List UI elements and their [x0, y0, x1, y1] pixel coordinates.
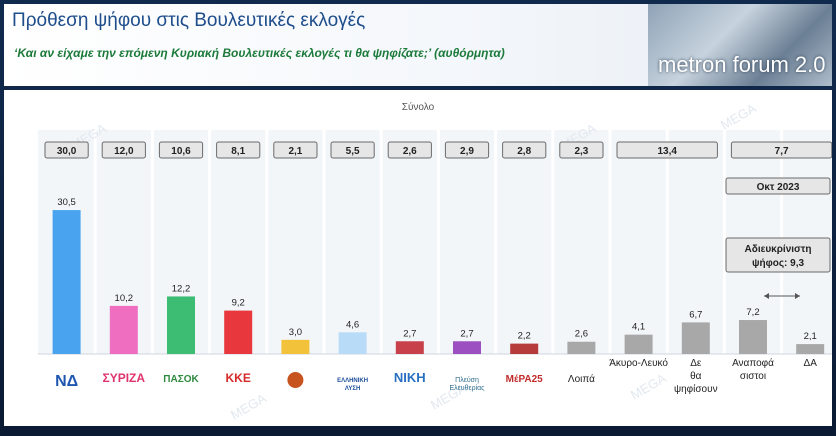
chart-title: Σύνολο — [402, 101, 435, 113]
bar — [224, 310, 253, 354]
bar — [109, 305, 138, 354]
data-label: 3,0 — [289, 327, 302, 338]
category-label: ΝΙΚΗ — [394, 370, 426, 385]
spartiates-logo — [287, 372, 304, 388]
comparison-box — [158, 141, 204, 159]
bar — [567, 341, 596, 354]
category-label: ΜέΡΑ25 — [506, 374, 544, 385]
bar — [681, 322, 710, 354]
data-label: 6,7 — [689, 309, 702, 320]
comparison-box — [101, 141, 146, 159]
bar — [395, 341, 424, 354]
comparison-box — [559, 141, 604, 159]
bar — [338, 332, 367, 354]
data-label: 2,1 — [804, 331, 817, 342]
comparison-value: 2,8 — [517, 146, 531, 157]
comparison-value: 2,6 — [403, 146, 417, 157]
comparison-box — [44, 141, 89, 159]
category-label: Αναποφά — [732, 357, 774, 369]
comparison-box — [502, 141, 547, 159]
comparison-box — [330, 141, 375, 159]
data-label: 2,7 — [460, 328, 473, 339]
nd-logo: ΝΔ — [55, 373, 78, 390]
comparison-box — [387, 141, 432, 159]
category-label: ΚΚΕ — [226, 371, 251, 385]
comparison-value: 2,1 — [288, 146, 302, 157]
comparison-value: 10,6 — [171, 146, 191, 157]
chart-area: MEGA MEGA MEGA MEGA MEGA MEGA Σύνολο 30,0 12,0 10… — [4, 90, 836, 426]
data-label: 10,2 — [115, 293, 134, 304]
watermark: MEGA — [228, 390, 269, 422]
category-label: ΣΥΡΙΖΑ — [103, 371, 146, 385]
annotation-line: ψήφος: 9,3 — [752, 258, 805, 269]
category-label: θα — [690, 371, 702, 382]
data-label: 2,7 — [403, 328, 416, 339]
watermark: MEGA — [718, 100, 759, 132]
brand-text: metron forum 2.0 — [658, 52, 826, 77]
category-label: ΕΛΛΗΝΙΚΗ — [337, 378, 368, 384]
category-label: ΠΑΣΟΚ — [163, 374, 199, 385]
header-band: Πρόθεση ψήφου στις Βουλευτικές εκλογές ‘… — [4, 4, 832, 86]
data-label: 9,2 — [232, 298, 245, 309]
comparison-box — [444, 141, 490, 159]
bar — [52, 210, 81, 354]
brand-logo: metron forum 2.0 — [648, 4, 832, 86]
comparison-value: 2,3 — [574, 146, 588, 157]
comparison-label-box — [725, 177, 831, 195]
bar — [739, 320, 767, 354]
bar — [281, 339, 310, 354]
data-label: 4,1 — [632, 322, 645, 333]
bar — [167, 296, 195, 354]
data-label: 12,2 — [172, 283, 191, 294]
category-label: Ελευθερίας — [449, 384, 485, 392]
comparison-value: 5,5 — [346, 146, 360, 157]
comparison-box — [273, 141, 318, 159]
category-label: Λοιπά — [568, 373, 595, 385]
data-label: 4,6 — [346, 319, 359, 330]
data-label: 2,6 — [575, 329, 588, 340]
comparison-value: 8,1 — [231, 146, 245, 157]
category-label: Άκυρο-Λευκό — [609, 357, 668, 369]
comparison-box — [730, 141, 833, 159]
comparison-value: 30,0 — [57, 146, 77, 157]
category-label: σιστοι — [740, 371, 766, 382]
category-label: ΔΑ — [804, 358, 818, 369]
page-title: Πρόθεση ψήφου στις Βουλευτικές εκλογές — [12, 10, 366, 31]
comparison-label: Οκτ 2023 — [757, 182, 800, 193]
category-label: ψηφίσουν — [674, 383, 718, 395]
comparison-box — [616, 141, 718, 159]
comparison-box — [216, 141, 261, 159]
annotation-box — [725, 237, 831, 273]
plot-background — [38, 130, 836, 354]
comparison-value: 2,9 — [460, 146, 474, 157]
bar — [453, 341, 481, 354]
data-label: 7,2 — [746, 307, 759, 318]
comparison-value: 7,7 — [775, 146, 789, 157]
bar — [624, 334, 653, 354]
category-label: Δε — [690, 358, 702, 369]
data-label: 2,2 — [518, 331, 531, 342]
bar — [796, 344, 825, 354]
comparison-value: 12,0 — [114, 146, 134, 157]
comparison-value: 13,4 — [657, 146, 677, 157]
category-label: ΛΥΣΗ — [345, 386, 360, 392]
category-label: Πλεύση — [455, 376, 479, 384]
watermark: MEGA — [628, 370, 669, 402]
annotation-line: Αδιευκρίνιστη — [745, 244, 812, 255]
page-subtitle: ‘Και αν είχαμε την επόμενη Κυριακή Βουλε… — [14, 46, 505, 60]
bar — [510, 343, 539, 354]
data-label: 30,5 — [57, 197, 76, 208]
